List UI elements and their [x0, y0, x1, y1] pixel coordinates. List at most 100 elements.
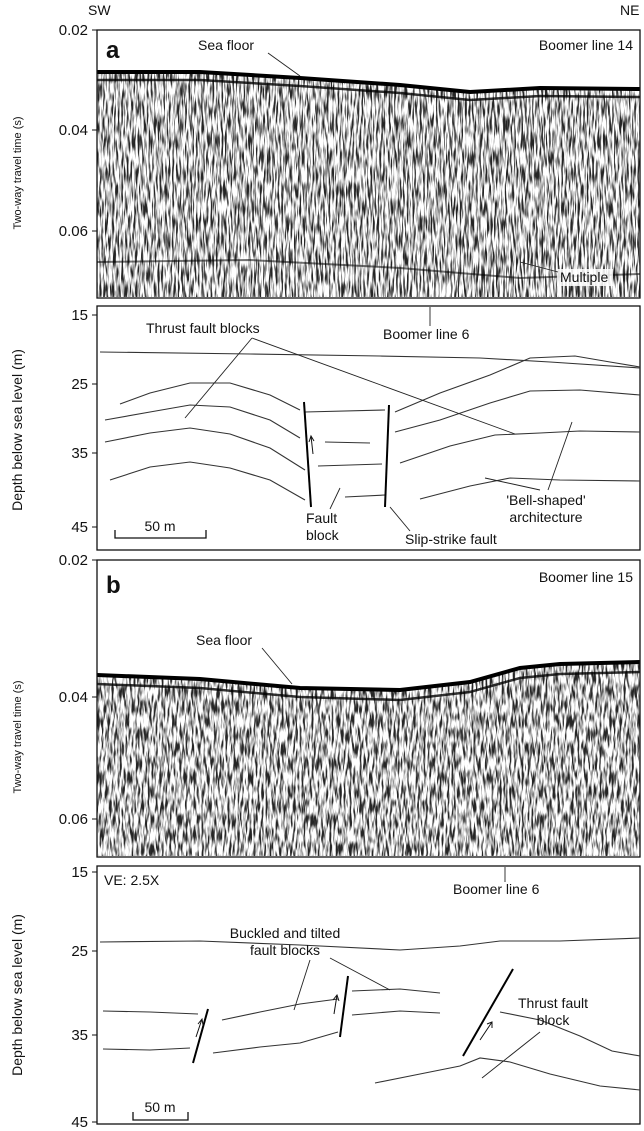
panel-a-tick-2: 0.04 [59, 122, 88, 139]
panel-a-depth-tick-3: 35 [71, 445, 88, 462]
panel-a-boomer-ref: Boomer line 6 [383, 326, 470, 342]
panel-b-line-name: Boomer line 15 [539, 569, 633, 585]
panel-b-fault-arrow-1-icon [195, 1017, 204, 1038]
panel-b-horizon-mid-1 [221, 998, 339, 1021]
panel-b-depth-tick-4: 45 [71, 1114, 88, 1131]
panel-b-buckled-label-2: fault blocks [250, 942, 320, 958]
panel-a-thrust-label: Thrust fault blocks [146, 320, 260, 336]
panel-b-seismic-texture [97, 662, 640, 856]
panel-b-interp-frame [96, 865, 641, 1125]
panel-a-bell-label-2: architecture [509, 509, 582, 525]
panel-a-depth-tick-4: 45 [71, 519, 88, 536]
panel-a-horizon-left-2 [104, 404, 301, 439]
panel-a-scale-label: 50 m [144, 518, 175, 534]
panel-a-horizon-right-4 [419, 477, 641, 500]
panel-b-interpretation: 15 25 35 45 Depth below sea level (m) VE… [9, 864, 641, 1131]
compass-sw: SW [88, 2, 111, 18]
panel-b-interp-ylabel: Depth below sea level (m) [9, 914, 25, 1076]
panel-a-horizon-mid-3 [317, 463, 383, 467]
panel-b-horizon-left-2 [102, 1047, 191, 1051]
panel-a-fault-block-label-1: Fault [306, 510, 337, 526]
panel-a-horizon-mid-1 [304, 409, 386, 413]
panel-a-tick-3: 0.06 [59, 223, 88, 240]
panel-b-scale-bar [132, 1112, 189, 1121]
compass-ne: NE [620, 2, 639, 18]
panel-b-seismic-ylabel: Two-way travel time (s) [12, 680, 24, 793]
panel-a-bell-leader-1 [484, 477, 541, 491]
panel-a-scale-bar [114, 530, 207, 539]
panel-a-fault-right [384, 404, 390, 508]
panel-a-horizon-right-3 [399, 430, 641, 464]
panel-b-tick-3: 0.06 [59, 811, 88, 828]
panel-b-depth-tick-3: 35 [71, 1027, 88, 1044]
panel-b-tick-1: 0.02 [59, 552, 88, 569]
panel-a-interpretation: 15 25 35 45 Depth below sea level (m) Th… [9, 305, 641, 551]
panel-b-seismic: b Boomer line 15 Sea floor 0.02 0.04 0.0… [12, 552, 641, 858]
panel-b-horizon-right-1 [499, 1011, 641, 1057]
panel-a-seismic-frame [96, 29, 641, 299]
panel-b-buckled-leader-1 [293, 959, 311, 1011]
panel-a-multiple-label: Multiple [560, 269, 608, 285]
panel-b-horizon-right-2 [374, 1057, 641, 1091]
panel-a-interp-frame [96, 305, 641, 551]
panel-b-fault-1 [192, 1008, 209, 1064]
panel-b-buckled-label-1: Buckled and tilted [230, 925, 341, 941]
panel-a-fault-arrow-icon [308, 434, 315, 455]
panel-a-thrust-leader-1 [184, 337, 253, 419]
panel-a-horizon-mid-2 [324, 441, 371, 444]
panel-a-seafloor-reflector [97, 70, 641, 95]
panel-b-fault-3 [462, 968, 514, 1057]
panel-b-fault-2 [339, 975, 349, 1038]
panel-a-seismic: a Boomer line 14 Sea floor Multiple 0.02… [12, 22, 641, 299]
panel-b-thrust-label-1: Thrust fault [518, 995, 588, 1011]
panel-a-horizon-right-1 [394, 355, 641, 413]
panel-a-slip-fault-leader [389, 506, 411, 532]
panel-b-horizon-seafloor [99, 937, 641, 951]
panel-b-fault-arrow-2-icon [332, 993, 340, 1015]
panel-a-horizon-left-1 [119, 382, 301, 411]
panel-a-depth-tick-2: 25 [71, 376, 88, 393]
panel-b-boomer-ref: Boomer line 6 [453, 881, 540, 897]
panel-a-seafloor-label: Sea floor [198, 37, 254, 53]
panel-a-horizon-left-3 [104, 427, 306, 471]
panel-a-tick-1: 0.02 [59, 22, 88, 39]
panel-a-horizon-seafloor [99, 351, 641, 369]
panel-b-seafloor-reflector [96, 660, 641, 693]
panel-b-seafloor-label: Sea floor [196, 632, 252, 648]
panel-b-depth-tick-2: 25 [71, 943, 88, 960]
panel-a-interp-ylabel: Depth below sea level (m) [9, 349, 25, 511]
panel-a-seismic-texture [97, 72, 640, 297]
panel-b-fault-arrow-3-icon [479, 1021, 493, 1041]
panel-b-scale-label: 50 m [144, 1099, 175, 1115]
panel-b-tick-2: 0.04 [59, 689, 88, 706]
panel-b-seafloor-leader [261, 647, 293, 685]
panel-a-horizon-mid-4 [344, 494, 386, 498]
panel-b-ve-label: VE: 2.5X [104, 872, 160, 888]
panel-a-fault-block-leader [329, 487, 341, 510]
panel-b-seismic-frame [96, 559, 641, 858]
panel-b-reflector-2 [96, 670, 641, 702]
panel-b-horizon-mid-3 [351, 988, 441, 994]
panel-a-horizon-left-4 [109, 461, 306, 501]
panel-b-horizon-mid-2 [212, 1031, 339, 1054]
panel-b-horizon-left-1 [102, 1010, 199, 1015]
panel-a-reflector-2 [97, 78, 641, 102]
panel-a-horizon-right-2 [394, 389, 641, 433]
panel-a-thrust-leader-2 [251, 337, 516, 435]
panel-b-buckled-leader-2 [329, 957, 391, 991]
panel-a-line-name: Boomer line 14 [539, 37, 633, 53]
panel-a-multiple-bg [557, 269, 613, 286]
panel-a-letter: a [106, 37, 120, 64]
panel-a-fault-block-label-2: block [306, 527, 340, 543]
panel-a-bell-leader-2 [547, 421, 573, 491]
panel-b-thrust-label-2: block [537, 1012, 571, 1028]
panel-a-fault-left [303, 401, 312, 508]
panel-b-thrust-leader [481, 1031, 541, 1079]
panel-a-seafloor-leader [267, 52, 301, 77]
panel-a-seismic-ylabel: Two-way travel time (s) [12, 116, 24, 229]
panel-a-depth-tick-1: 15 [71, 307, 88, 324]
panel-a-bell-label-1: 'Bell-shaped' [506, 492, 585, 508]
panel-a-multiple-leader [519, 261, 559, 273]
panel-a-slip-fault-label: Slip-strike fault [405, 531, 497, 547]
